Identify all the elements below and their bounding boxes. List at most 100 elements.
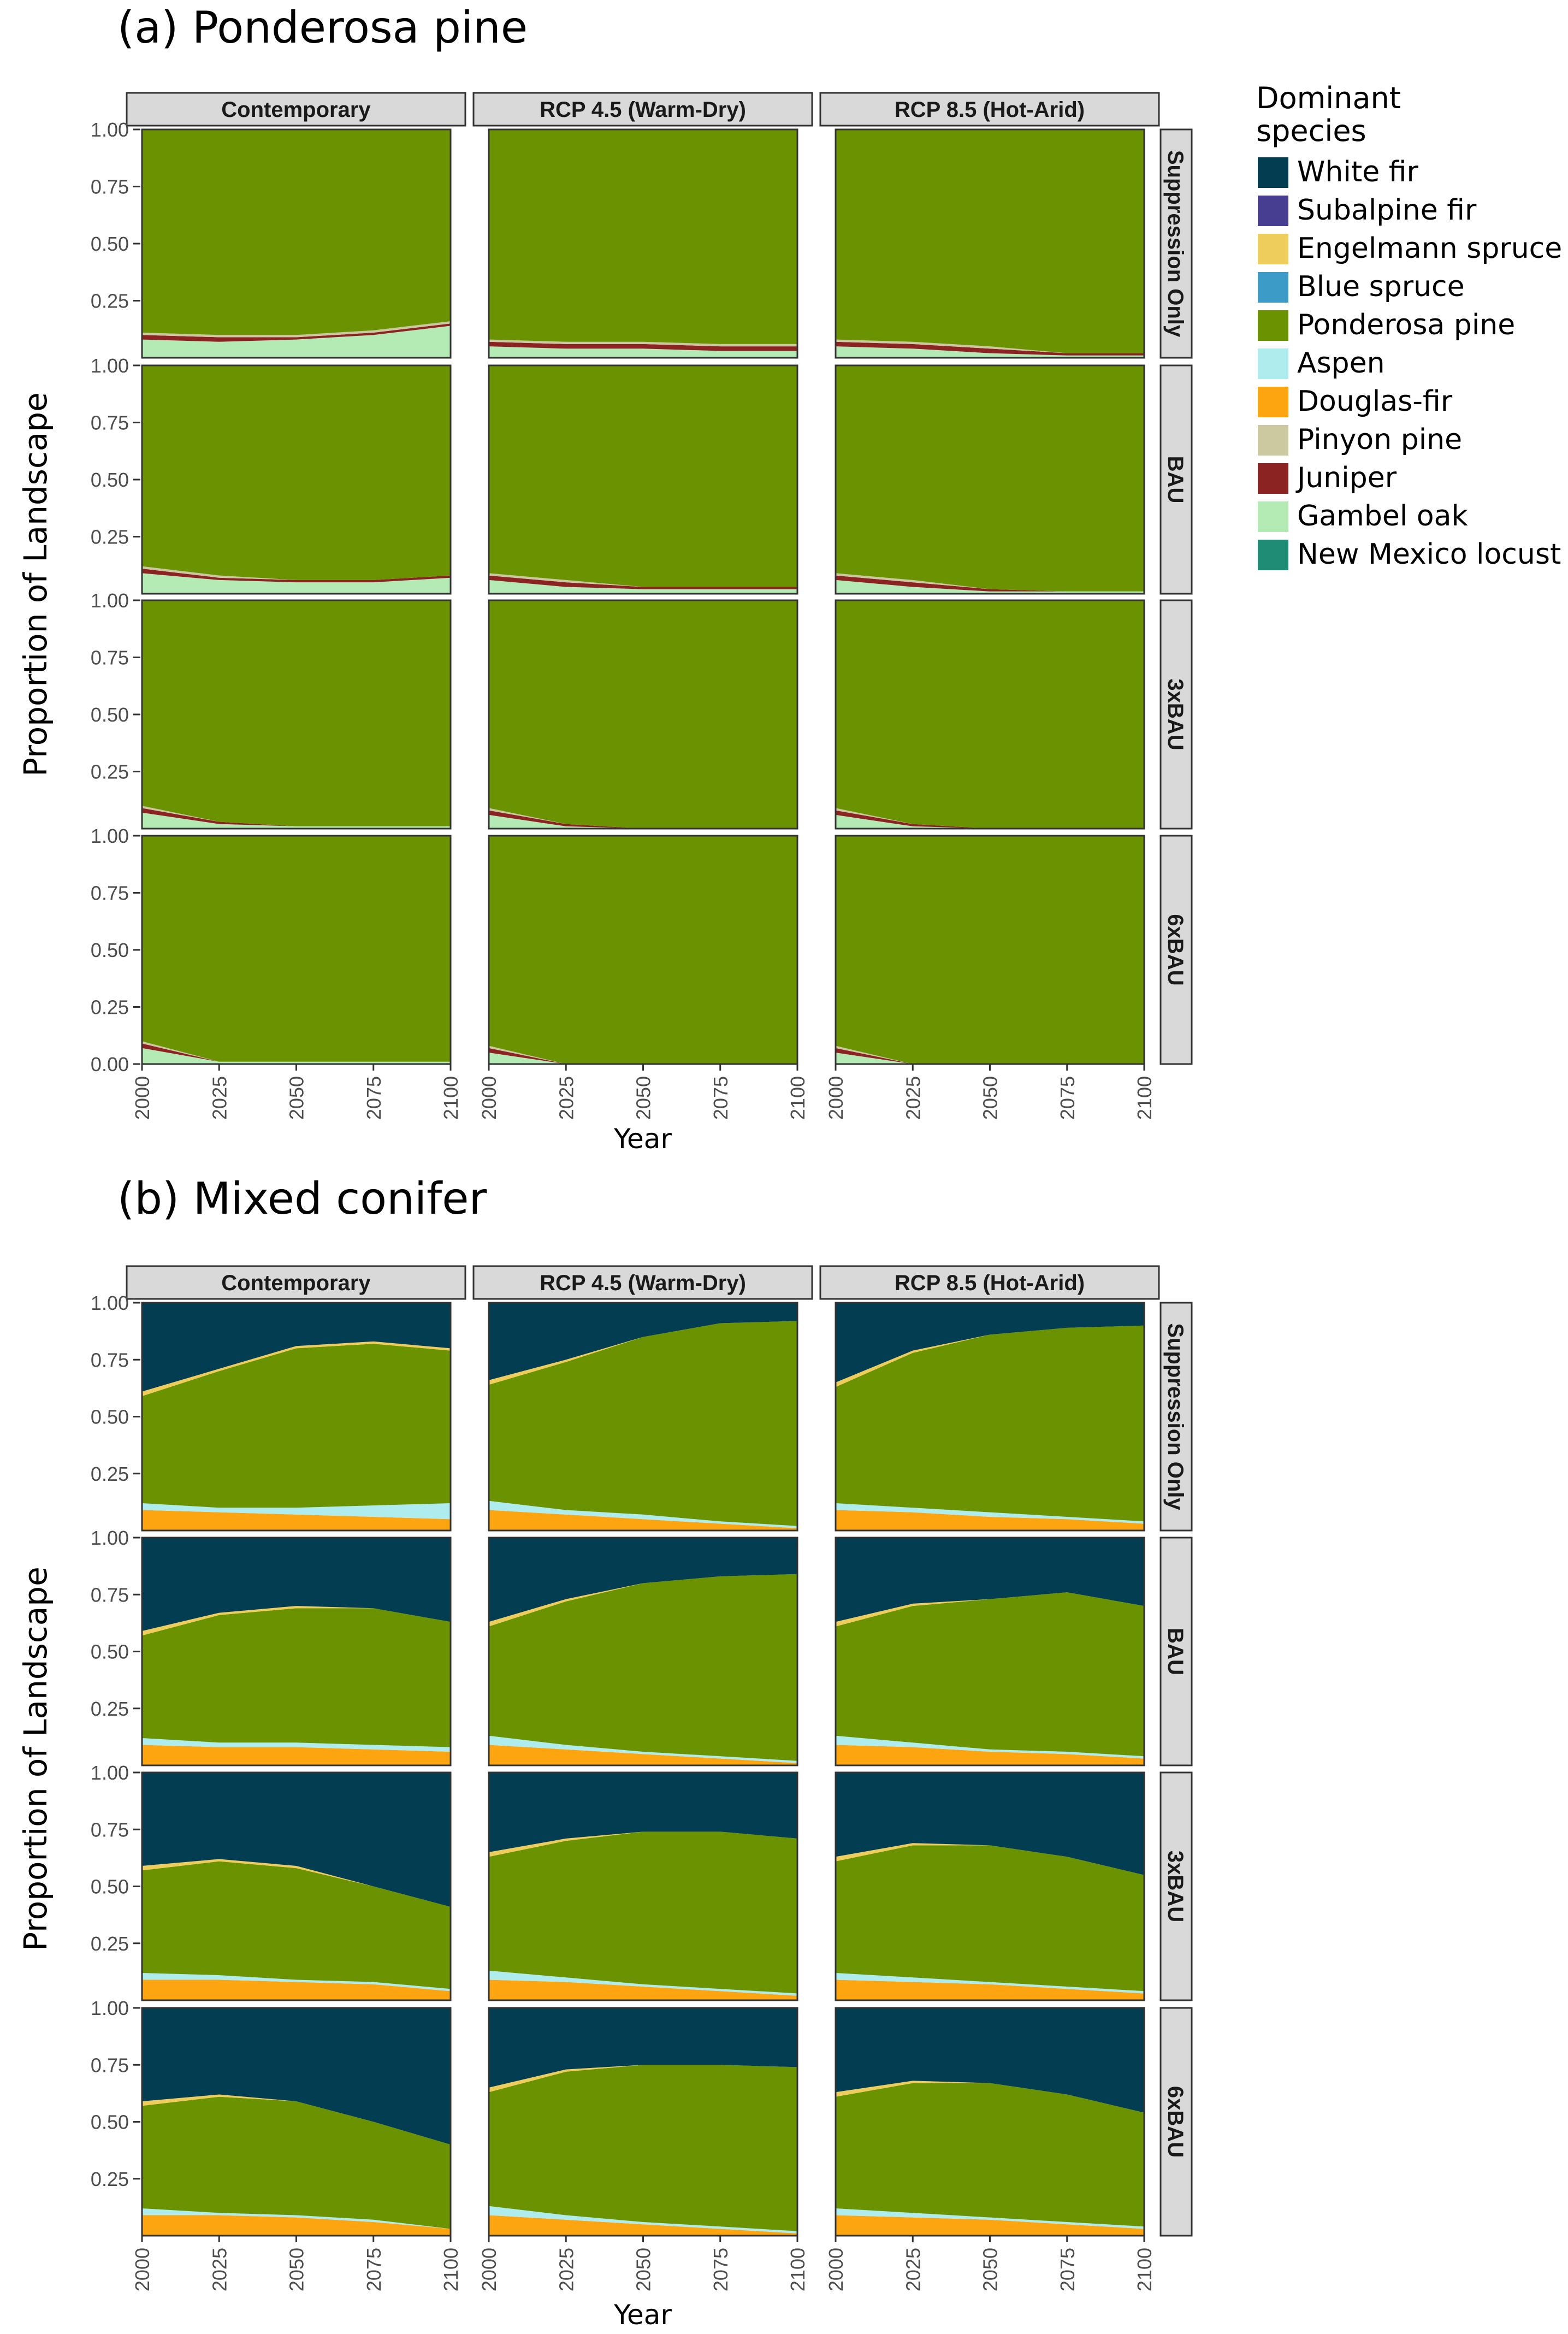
- panel-a-facet-suppression-only-rcp-8-5-hot-arid: [835, 128, 1145, 359]
- y-tick-label: 0.25: [91, 2168, 129, 2190]
- area-aspen: [142, 1973, 451, 1992]
- panel-a-facet-bau-rcp-8-5-hot-arid: [835, 364, 1145, 595]
- legend-title-line1: Dominant: [1256, 81, 1401, 115]
- area-douglas-fir: [489, 1980, 797, 2000]
- legend-label: Subalpine fir: [1297, 194, 1477, 227]
- legend-item-engelmann-spruce: Engelmann spruce: [1258, 232, 1562, 265]
- legend-swatch: [1258, 196, 1288, 226]
- panel-a-x-axis: 2000 2025 2050 2075 2100 2000 2025 2050 2075 2100…: [131, 1064, 1156, 1120]
- area-douglas-fir: [836, 1980, 1144, 2000]
- x-tick-label: 2100: [1133, 1076, 1156, 1120]
- panel-b-row-strip-suppression-only: Suppression Only: [1159, 1302, 1193, 1532]
- area-ponderosa-pine: [489, 1831, 797, 1994]
- row-strip-bg: [1159, 835, 1193, 1065]
- y-tick-label: 0.50: [91, 2111, 129, 2134]
- panel-a-row-strip-bau: BAU: [1159, 364, 1193, 595]
- area-ponderosa-pine: [142, 2096, 451, 2229]
- area-douglas-fir: [142, 2215, 451, 2236]
- y-tick-label: 1.00: [91, 1292, 129, 1314]
- area-aspen: [489, 1970, 797, 1996]
- x-tick-label: 2100: [440, 2248, 462, 2291]
- column-strip-label: Contemporary: [221, 98, 371, 122]
- x-tick-label: 2100: [786, 1076, 809, 1120]
- area-aspen: [142, 1503, 451, 1520]
- area-gambel-oak: [142, 1048, 451, 1064]
- row-strip-label: 3xBAU: [1163, 1851, 1187, 1922]
- facet-border: [141, 364, 452, 595]
- area-white-fir: [142, 2008, 451, 2145]
- legend-label: Pinyon pine: [1297, 423, 1462, 456]
- panel-a-facet-bau-contemporary: [141, 364, 452, 595]
- panel-a-facet-6xbau-rcp-8-5-hot-arid: [835, 835, 1145, 1065]
- area-pinyon-pine: [489, 339, 797, 347]
- panel-b-facet-3xbau-contemporary: [141, 1771, 452, 2001]
- panel-b-column-strip-rcp-4-5-warm-dry: RCP 4.5 (Warm-Dry): [472, 1265, 813, 1300]
- y-tick-label: 0.50: [91, 1406, 129, 1428]
- panel-b-xlabel: Year: [613, 2299, 672, 2331]
- x-tick-label: 2000: [478, 2248, 500, 2291]
- column-strip-bg: [126, 1265, 466, 1300]
- column-strip-label: RCP 8.5 (Hot-Arid): [895, 1271, 1085, 1295]
- area-gambel-oak: [836, 580, 1144, 594]
- area-white-fir: [489, 1772, 797, 1852]
- legend-swatch: [1258, 348, 1288, 379]
- panel-b-row-strip-bau: BAU: [1159, 1537, 1193, 1766]
- panel-a-row-strip-suppression-only: Suppression Only: [1159, 128, 1193, 359]
- panel-b-mixed-conifer: (b) Mixed conifer Contemporary RCP 4.5 (W…: [17, 1173, 1193, 2331]
- y-tick-label: 0.25: [91, 761, 129, 783]
- legend-label: Ponderosa pine: [1297, 309, 1515, 341]
- row-strip-label: 6xBAU: [1163, 914, 1187, 985]
- panel-b-facet-3xbau-rcp-8-5-hot-arid: [835, 1771, 1145, 2001]
- area-ponderosa-pine: [142, 129, 451, 335]
- legend-swatch: [1258, 234, 1288, 264]
- area-juniper: [836, 341, 1144, 356]
- area-ponderosa-pine: [489, 2065, 797, 2231]
- area-ponderosa-pine: [836, 365, 1144, 592]
- panel-b-ylabel: Proportion of Landscape: [17, 1567, 54, 1951]
- panel-a-y-axis-bau: 0.25 0.50 0.75 1.00: [91, 354, 140, 548]
- y-tick-label: 0.75: [91, 1583, 129, 1606]
- area-juniper: [142, 569, 451, 583]
- area-gambel-oak: [142, 326, 451, 358]
- area-ponderosa-pine: [489, 836, 797, 1064]
- area-ponderosa-pine: [142, 1344, 451, 1508]
- panel-b-facet-3xbau-rcp-4-5-warm-dry: [488, 1771, 798, 2001]
- y-tick-label: 0.50: [91, 469, 129, 491]
- area-juniper: [836, 810, 1144, 829]
- x-tick-label: 2050: [632, 1076, 655, 1120]
- area-juniper: [489, 341, 797, 351]
- facet-border: [488, 128, 798, 359]
- column-strip-label: RCP 4.5 (Warm-Dry): [540, 1271, 746, 1295]
- x-tick-label: 2025: [208, 1076, 230, 1120]
- panel-a-y-axis-6xbau: 0.00 0.25 0.50 0.75 1.00: [91, 825, 140, 1076]
- x-tick-label: 2025: [902, 1076, 924, 1120]
- row-strip-label: 3xBAU: [1163, 678, 1187, 750]
- panel-a-column-strip-rcp-4-5-warm-dry: RCP 4.5 (Warm-Dry): [472, 92, 813, 127]
- area-juniper: [489, 810, 797, 829]
- y-tick-label: 0.75: [91, 647, 129, 669]
- area-ponderosa-pine: [836, 1592, 1144, 1757]
- row-strip-bg: [1159, 2007, 1193, 2237]
- area-aspen: [142, 2208, 451, 2229]
- area-ponderosa-pine: [142, 365, 451, 580]
- x-tick-label: 2050: [979, 2248, 1002, 2291]
- legend-label: Juniper: [1295, 462, 1397, 494]
- panel-b-facet-suppression-only-contemporary: [141, 1302, 452, 1532]
- x-tick-label: 2050: [632, 2248, 655, 2291]
- panel-b-y-axis-6xbau: 0.25 0.50 0.75 1.00: [91, 1997, 140, 2190]
- legend-title-line2: species: [1256, 114, 1366, 148]
- area-ponderosa-pine: [836, 1845, 1144, 1992]
- facet-border: [835, 1771, 1145, 2001]
- area-aspen: [142, 1738, 451, 1752]
- y-tick-label: 0.75: [91, 176, 129, 198]
- facet-border: [835, 1537, 1145, 1766]
- area-gambel-oak: [489, 814, 797, 829]
- facet-border: [835, 128, 1145, 359]
- y-tick-label: 1.00: [91, 354, 129, 377]
- area-ponderosa-pine: [489, 129, 797, 344]
- legend-label: Blue spruce: [1297, 270, 1465, 303]
- area-pinyon-pine: [142, 321, 451, 338]
- area-ponderosa-pine: [836, 836, 1144, 1064]
- row-strip-label: BAU: [1163, 1628, 1187, 1675]
